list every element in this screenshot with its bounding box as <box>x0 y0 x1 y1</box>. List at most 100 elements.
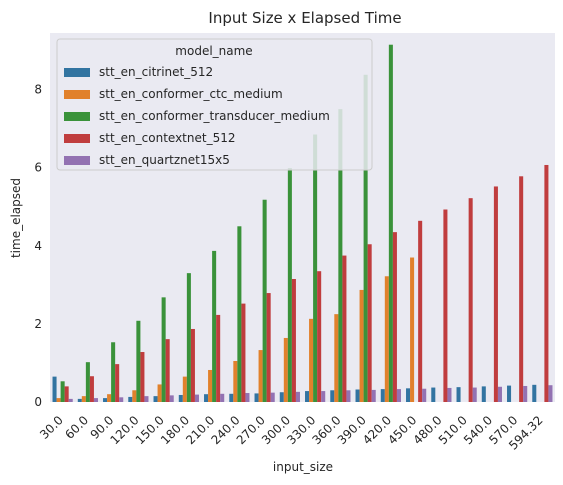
legend-swatch <box>64 90 90 99</box>
bar-stt_en_quartznet15x5-180.0 <box>194 394 199 402</box>
bar-stt_en_conformer_ctc_medium-180.0 <box>182 376 187 402</box>
bar-stt_en_quartznet15x5-90.0 <box>119 397 124 402</box>
bar-stt_en_contextnet_512-90.0 <box>115 364 120 402</box>
bar-stt_en_contextnet_512-240.0 <box>241 303 246 402</box>
bar-stt_en_citrinet_512-120.0 <box>128 396 133 402</box>
bar-stt_en_citrinet_512-180.0 <box>178 394 183 402</box>
bar-stt_en_quartznet15x5-120.0 <box>144 396 149 402</box>
bar-stt_en_quartznet15x5-60.0 <box>93 398 98 402</box>
bar-stt_en_conformer_transducer_medium-240.0 <box>237 226 242 402</box>
legend-swatch <box>64 68 90 77</box>
bar-stt_en_quartznet15x5-450.0 <box>422 388 427 402</box>
bar-stt_en_conformer_transducer_medium-210.0 <box>212 250 217 402</box>
bar-stt_en_conformer_ctc_medium-210.0 <box>208 369 213 402</box>
y-tick-label: 4 <box>34 239 42 253</box>
bar-stt_en_quartznet15x5-540.0 <box>497 386 502 402</box>
bar-stt_en_contextnet_512-30.0 <box>64 386 69 402</box>
bar-stt_en_contextnet_512-150.0 <box>165 339 170 402</box>
bar-stt_en_conformer_ctc_medium-90.0 <box>107 394 112 402</box>
bar-stt_en_quartznet15x5-390.0 <box>371 389 376 402</box>
bar-stt_en_contextnet_512-540.0 <box>493 186 498 402</box>
legend-entry-label: stt_en_citrinet_512 <box>99 65 213 79</box>
bar-stt_en_conformer_transducer_medium-150.0 <box>161 297 166 402</box>
bar-stt_en_conformer_ctc_medium-60.0 <box>81 396 86 402</box>
bar-stt_en_quartznet15x5-240.0 <box>245 393 250 402</box>
bar-stt_en_conformer_transducer_medium-120.0 <box>136 320 141 402</box>
legend-entry-label: stt_en_quartznet15x5 <box>99 153 230 167</box>
chart-title: Input Size x Elapsed Time <box>208 9 401 27</box>
bar-stt_en_contextnet_512-60.0 <box>89 376 94 402</box>
bar-stt_en_conformer_transducer_medium-30.0 <box>60 381 65 402</box>
bar-stt_en_conformer_ctc_medium-390.0 <box>359 289 364 402</box>
bar-stt_en_conformer_ctc_medium-450.0 <box>410 257 415 402</box>
bar-stt_en_citrinet_512-300.0 <box>279 392 284 402</box>
bar-stt_en_contextnet_512-120.0 <box>140 352 145 402</box>
bar-stt_en_citrinet_512-270.0 <box>254 393 259 402</box>
y-tick-label: 0 <box>34 395 42 409</box>
bar-stt_en_contextnet_512-450.0 <box>418 220 423 402</box>
bar-stt_en_citrinet_512-360.0 <box>330 390 335 402</box>
bar-stt_en_conformer_transducer_medium-390.0 <box>363 74 368 402</box>
bar-stt_en_quartznet15x5-570.0 <box>523 385 528 402</box>
legend-swatch <box>64 112 90 121</box>
bar-stt_en_conformer_ctc_medium-270.0 <box>258 350 263 402</box>
y-axis-ticks: 0 2 4 6 8 <box>34 83 42 409</box>
bar-stt_en_conformer_transducer_medium-60.0 <box>85 362 90 402</box>
bar-stt_en_citrinet_512-60.0 <box>77 398 82 402</box>
bar-stt_en_contextnet_512-270.0 <box>266 293 271 402</box>
bar-stt_en_conformer_transducer_medium-90.0 <box>111 342 116 402</box>
bar-stt_en_citrinet_512-210.0 <box>204 394 209 402</box>
bar-stt_en_contextnet_512-480.0 <box>443 209 448 402</box>
bar-stt_en_contextnet_512-180.0 <box>190 328 195 402</box>
bar-stt_en_conformer_ctc_medium-300.0 <box>283 337 288 402</box>
bar-stt_en_conformer_ctc_medium-30.0 <box>56 398 61 402</box>
legend-entry-label: stt_en_contextnet_512 <box>99 131 235 145</box>
bar-stt_en_citrinet_512-30.0 <box>52 376 57 402</box>
bar-stt_en_conformer_ctc_medium-360.0 <box>334 314 339 402</box>
bar-stt_en_citrinet_512-240.0 <box>229 393 234 402</box>
y-axis-label: time_elapsed <box>9 178 23 258</box>
y-tick-label: 8 <box>34 83 42 97</box>
bar-stt_en_quartznet15x5-210.0 <box>220 393 225 402</box>
x-axis-ticks: 30.060.090.0120.0150.0180.0210.0240.0270… <box>37 413 546 453</box>
x-axis-label: input_size <box>273 460 333 474</box>
legend-swatch <box>64 156 90 165</box>
bar-stt_en_quartznet15x5-30.0 <box>68 398 73 402</box>
legend: model_name stt_en_citrinet_512 stt_en_conf… <box>56 38 373 171</box>
legend-entry-label: stt_en_conformer_ctc_medium <box>99 87 283 101</box>
bar-stt_en_contextnet_512-420.0 <box>392 232 397 402</box>
x-tick-label: 60.0 <box>62 413 91 442</box>
bar-stt_en_conformer_transducer_medium-180.0 <box>186 273 191 402</box>
bar-stt_en_citrinet_512-420.0 <box>380 389 385 402</box>
bar-stt_en_quartznet15x5-270.0 <box>270 392 275 402</box>
bar-stt_en_citrinet_512-510.0 <box>456 387 461 402</box>
bar-stt_en_conformer_transducer_medium-330.0 <box>313 134 318 402</box>
bar-stt_en_contextnet_512-300.0 <box>291 279 296 402</box>
bar-stt_en_quartznet15x5-330.0 <box>321 391 326 402</box>
x-tick-label: 30.0 <box>37 413 66 442</box>
bar-stt_en_quartznet15x5-360.0 <box>346 390 351 402</box>
bar-stt_en_contextnet_512-510.0 <box>468 198 473 402</box>
legend-entry-label: stt_en_conformer_transducer_medium <box>99 109 330 123</box>
bars <box>52 44 553 403</box>
bar-stt_en_conformer_transducer_medium-360.0 <box>338 109 343 402</box>
bar-stt_en_citrinet_512-150.0 <box>153 396 158 402</box>
legend-swatch <box>64 134 90 143</box>
bar-stt_en_conformer_transducer_medium-270.0 <box>262 199 267 402</box>
bar-stt_en_citrinet_512-594.32 <box>532 384 537 402</box>
bar-stt_en_contextnet_512-390.0 <box>367 244 372 402</box>
bar-stt_en_conformer_ctc_medium-420.0 <box>384 276 389 402</box>
bar-stt_en_contextnet_512-570.0 <box>519 176 524 402</box>
bar-stt_en_quartznet15x5-594.32 <box>548 385 553 402</box>
bar-stt_en_conformer_ctc_medium-120.0 <box>132 390 137 402</box>
bar-stt_en_citrinet_512-450.0 <box>406 388 411 402</box>
bar-stt_en_quartznet15x5-420.0 <box>396 389 401 402</box>
bar-stt_en_contextnet_512-330.0 <box>317 271 322 402</box>
bar-stt_en_contextnet_512-594.32 <box>544 164 549 402</box>
bar-stt_en_citrinet_512-330.0 <box>305 391 310 402</box>
bar-stt_en_citrinet_512-480.0 <box>431 387 436 402</box>
legend-box <box>56 38 373 171</box>
bar-stt_en_quartznet15x5-510.0 <box>472 387 477 402</box>
y-tick-label: 2 <box>34 317 42 331</box>
